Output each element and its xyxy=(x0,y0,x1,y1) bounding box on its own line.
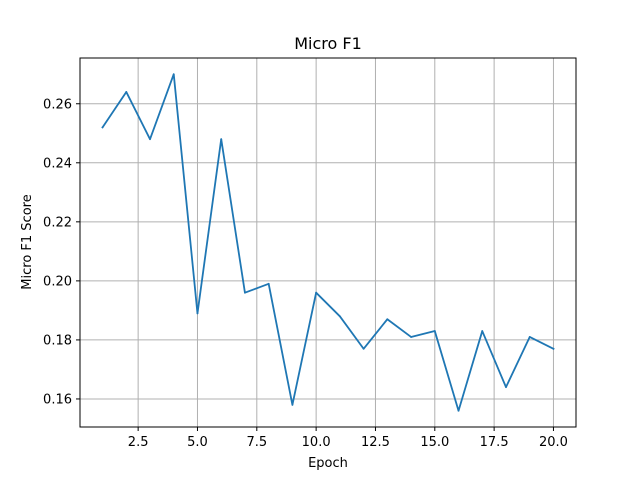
data-point xyxy=(410,336,412,338)
data-point xyxy=(338,315,341,318)
x-tick-label: 15.0 xyxy=(420,435,449,450)
x-tick-label: 7.5 xyxy=(246,435,267,450)
y-tick-label: 0.24 xyxy=(43,156,72,171)
y-tick-label: 0.16 xyxy=(43,392,72,407)
ticks: 2.5 5.0 7.5 10.0 12.5 15.0 17.5 20.0 0.16 0.18 0.2… xyxy=(43,97,568,450)
data-point xyxy=(528,336,531,338)
data-point xyxy=(267,282,270,285)
data-point xyxy=(125,91,128,93)
data-point xyxy=(291,403,294,406)
data-point xyxy=(362,347,365,350)
series-line xyxy=(101,73,555,412)
series-layer xyxy=(101,73,555,412)
x-tick-label: 10.0 xyxy=(302,435,331,450)
y-tick-label: 0.20 xyxy=(43,274,72,289)
y-tick-label: 0.18 xyxy=(43,333,72,348)
y-tick-label: 0.22 xyxy=(43,215,72,230)
data-point xyxy=(505,386,507,389)
data-point xyxy=(196,312,199,315)
data-point xyxy=(149,138,151,141)
plot-frame xyxy=(79,57,577,428)
y-tick-label: 0.26 xyxy=(43,97,72,112)
grid xyxy=(80,58,576,427)
x-tick-label: 17.5 xyxy=(480,435,509,450)
y-axis-label: Micro F1 Score xyxy=(20,194,35,289)
data-point xyxy=(315,291,318,294)
data-point xyxy=(172,73,175,76)
data-point xyxy=(457,409,460,412)
x-tick-label: 12.5 xyxy=(361,435,390,450)
x-axis-label: Epoch xyxy=(308,456,348,471)
x-tick-label: 5.0 xyxy=(187,435,208,450)
data-point xyxy=(101,126,104,129)
x-tick-label: 20.0 xyxy=(539,435,568,450)
data-point xyxy=(481,330,484,332)
data-point xyxy=(433,330,436,332)
data-point xyxy=(220,138,223,141)
x-tick-label: 2.5 xyxy=(128,435,149,450)
data-point xyxy=(386,318,389,321)
chart-title: Micro F1 xyxy=(294,34,362,53)
data-point xyxy=(552,347,555,350)
data-point xyxy=(244,291,246,294)
